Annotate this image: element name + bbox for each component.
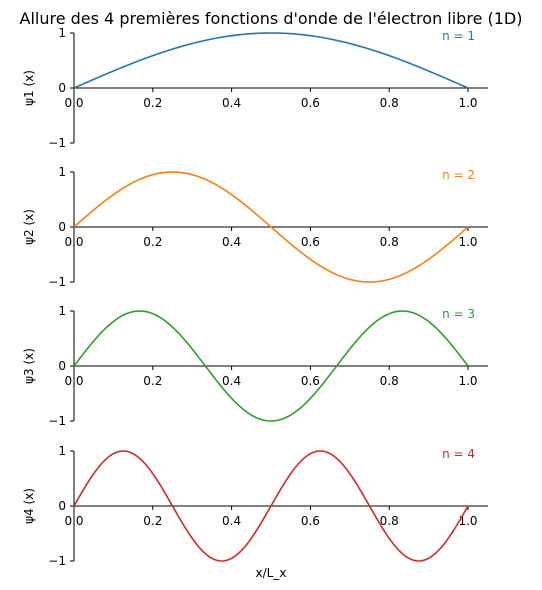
subplot-4: −1 0 1 0.0 0.2 0.4 0.6 0.8 1.0 ψ4 (x) n = 4 x/L_x: [22, 444, 488, 580]
series-label: n = 2: [442, 168, 475, 182]
x-tick-label: 0.6: [301, 96, 320, 110]
y-tick-label: 1: [58, 444, 66, 458]
series-line-n3: [73, 310, 469, 422]
x-tick-label: 1.0: [458, 96, 477, 110]
x-tick-label: 0.0: [64, 235, 83, 249]
x-tick-label: 1.0: [458, 374, 477, 388]
y-axis-label: ψ1 (x): [22, 70, 36, 106]
x-tick-label: 0.2: [143, 374, 162, 388]
subplots: −1 0 1 0.0 0.2 0.4 0.6 0.8 1.0 ψ1 (x) n = 1 −1 0 1 0.0…: [22, 26, 488, 580]
y-tick-label: 1: [58, 165, 66, 179]
y-tick-label: −1: [48, 136, 66, 150]
y-tick-label: 1: [58, 26, 66, 40]
series-label: n = 4: [442, 447, 475, 461]
x-tick-label: 0.0: [64, 374, 83, 388]
x-tick-label: 0.0: [64, 96, 83, 110]
series-label: n = 1: [442, 29, 475, 43]
series-label: n = 3: [442, 307, 475, 321]
x-tick-label: 0.6: [301, 374, 320, 388]
x-tick-label: 0.2: [143, 235, 162, 249]
x-tick-label: 1.0: [458, 235, 477, 249]
series-line-n1: [73, 32, 469, 89]
x-tick-label: 0.0: [64, 514, 83, 528]
y-tick-label: −1: [48, 275, 66, 289]
y-tick-label: 0: [58, 359, 66, 373]
subplot-1: −1 0 1 0.0 0.2 0.4 0.6 0.8 1.0 ψ1 (x) n = 1: [22, 26, 488, 150]
x-tick-label: 0.4: [222, 514, 241, 528]
y-axis-label: ψ4 (x): [22, 488, 36, 524]
series-line-n2: [73, 171, 469, 283]
series-line-n4: [73, 450, 469, 562]
x-tick-label: 1.0: [458, 514, 477, 528]
x-tick-label: 0.8: [380, 374, 399, 388]
y-axis-label: ψ3 (x): [22, 348, 36, 384]
x-axis-label: x/L_x: [256, 566, 287, 580]
y-tick-label: −1: [48, 554, 66, 568]
x-tick-label: 0.4: [222, 374, 241, 388]
chart-title: Allure des 4 premières fonctions d'onde …: [20, 9, 523, 28]
x-tick-label: 0.8: [380, 96, 399, 110]
y-tick-label: −1: [48, 414, 66, 428]
y-tick-label: 1: [58, 304, 66, 318]
x-tick-label: 0.8: [380, 235, 399, 249]
x-tick-label: 0.8: [380, 514, 399, 528]
x-tick-label: 0.6: [301, 514, 320, 528]
x-tick-label: 0.6: [301, 235, 320, 249]
subplot-2: −1 0 1 0.0 0.2 0.4 0.6 0.8 1.0 ψ2 (x) n = 2: [22, 165, 488, 289]
y-axis-label: ψ2 (x): [22, 209, 36, 245]
x-tick-label: 0.4: [222, 96, 241, 110]
y-tick-label: 0: [58, 220, 66, 234]
x-tick-label: 0.2: [143, 96, 162, 110]
y-tick-label: 0: [58, 499, 66, 513]
y-tick-label: 0: [58, 81, 66, 95]
x-tick-label: 0.4: [222, 235, 241, 249]
subplot-3: −1 0 1 0.0 0.2 0.4 0.6 0.8 1.0 ψ3 (x) n = 3: [22, 304, 488, 428]
x-tick-label: 0.2: [143, 514, 162, 528]
